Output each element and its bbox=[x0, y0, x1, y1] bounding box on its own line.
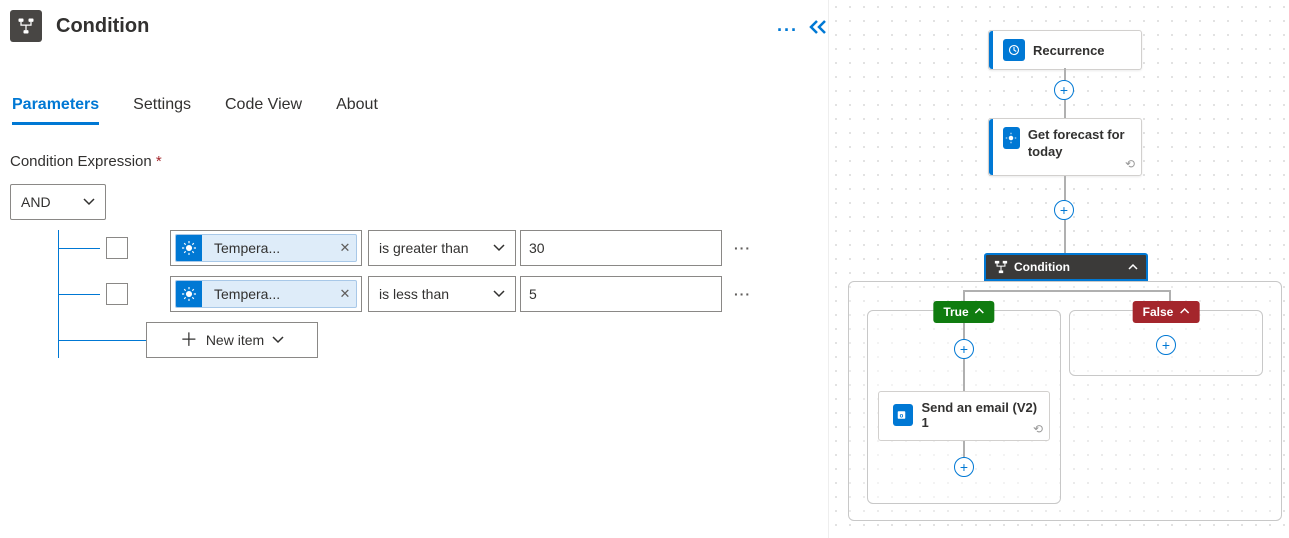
true-branch: True + o Send an email (V2) 1 ⟲ + bbox=[867, 310, 1061, 504]
condition-icon bbox=[10, 10, 42, 42]
outlook-icon: o bbox=[893, 404, 913, 426]
add-step-button[interactable]: + bbox=[1156, 335, 1176, 355]
chevron-down-icon bbox=[272, 334, 284, 346]
chevron-down-icon bbox=[493, 288, 505, 300]
weather-icon bbox=[176, 235, 202, 261]
add-step-button[interactable]: + bbox=[954, 339, 974, 359]
node-forecast[interactable]: Get forecast for today ⟲ bbox=[988, 118, 1142, 176]
condition-row: Tempera... ✕ is greater than 30 ··· bbox=[10, 230, 828, 266]
value-input[interactable]: 30 bbox=[520, 230, 722, 266]
link-icon: ⟲ bbox=[1033, 422, 1043, 436]
expression-label: Condition Expression * bbox=[10, 153, 828, 170]
panel-title: Condition bbox=[56, 15, 149, 38]
add-step-button[interactable]: + bbox=[1054, 200, 1074, 220]
condition-container: True + o Send an email (V2) 1 ⟲ + bbox=[848, 281, 1282, 521]
new-item-button[interactable]: ＋ New item bbox=[146, 322, 318, 358]
node-title: Get forecast for today bbox=[1028, 127, 1131, 161]
link-icon: ⟲ bbox=[1125, 157, 1135, 171]
tab-settings[interactable]: Settings bbox=[133, 96, 191, 125]
collapse-panel-button[interactable] bbox=[808, 18, 828, 41]
operator-select[interactable]: is greater than bbox=[368, 230, 516, 266]
operand-label: Tempera... bbox=[214, 240, 334, 256]
true-tag[interactable]: True bbox=[933, 301, 994, 323]
node-recurrence[interactable]: Recurrence bbox=[988, 30, 1142, 70]
node-condition[interactable]: Condition bbox=[984, 253, 1148, 281]
node-send-email[interactable]: o Send an email (V2) 1 ⟲ bbox=[878, 391, 1050, 441]
add-step-button[interactable]: + bbox=[954, 457, 974, 477]
operator-value: is greater than bbox=[379, 240, 469, 256]
new-item-row: ＋ New item bbox=[10, 322, 828, 358]
value-text: 5 bbox=[529, 286, 537, 302]
row-checkbox[interactable] bbox=[106, 283, 128, 305]
operator-value: is less than bbox=[379, 286, 449, 302]
chevron-up-icon bbox=[1179, 306, 1189, 316]
operand-token[interactable]: Tempera... ✕ bbox=[170, 230, 362, 266]
row-more-button[interactable]: ··· bbox=[734, 240, 751, 256]
operator-select[interactable]: is less than bbox=[368, 276, 516, 312]
node-title: Condition bbox=[1014, 260, 1070, 274]
node-title: Recurrence bbox=[1033, 43, 1105, 58]
row-more-button[interactable]: ··· bbox=[734, 286, 751, 302]
tag-label: False bbox=[1143, 305, 1174, 319]
flow-canvas[interactable]: Recurrence + Get forecast for today ⟲ + … bbox=[828, 0, 1289, 538]
config-panel: Condition ··· Parameters Settings Code V… bbox=[0, 0, 828, 538]
node-title: Send an email (V2) 1 bbox=[921, 400, 1039, 430]
remove-token-button[interactable]: ✕ bbox=[334, 240, 356, 256]
false-tag[interactable]: False bbox=[1133, 301, 1200, 323]
operand-token[interactable]: Tempera... ✕ bbox=[170, 276, 362, 312]
plus-icon: ＋ bbox=[180, 331, 198, 349]
expression-label-text: Condition Expression bbox=[10, 153, 152, 170]
value-input[interactable]: 5 bbox=[520, 276, 722, 312]
panel-more-button[interactable]: ··· bbox=[777, 20, 798, 41]
remove-token-button[interactable]: ✕ bbox=[334, 286, 356, 302]
row-checkbox[interactable] bbox=[106, 237, 128, 259]
chevron-down-icon bbox=[83, 196, 95, 208]
new-item-label: New item bbox=[206, 332, 264, 348]
chevron-up-icon bbox=[1128, 262, 1138, 272]
tab-codeview[interactable]: Code View bbox=[225, 96, 302, 125]
chevron-down-icon bbox=[493, 242, 505, 254]
false-branch: False + bbox=[1069, 310, 1263, 376]
logic-select[interactable]: AND bbox=[10, 184, 106, 220]
condition-row: Tempera... ✕ is less than 5 ··· bbox=[10, 276, 828, 312]
tabs: Parameters Settings Code View About bbox=[10, 96, 828, 125]
tab-about[interactable]: About bbox=[336, 96, 378, 125]
operand-label: Tempera... bbox=[214, 286, 334, 302]
tab-parameters[interactable]: Parameters bbox=[12, 96, 99, 125]
tag-label: True bbox=[943, 305, 968, 319]
value-text: 30 bbox=[529, 240, 545, 256]
svg-text:o: o bbox=[900, 413, 904, 419]
chevron-up-icon bbox=[975, 306, 985, 316]
clock-icon bbox=[1003, 39, 1025, 61]
add-step-button[interactable]: + bbox=[1054, 80, 1074, 100]
condition-icon bbox=[994, 260, 1008, 274]
weather-icon bbox=[1003, 127, 1020, 149]
logic-value: AND bbox=[21, 194, 51, 210]
weather-icon bbox=[176, 281, 202, 307]
